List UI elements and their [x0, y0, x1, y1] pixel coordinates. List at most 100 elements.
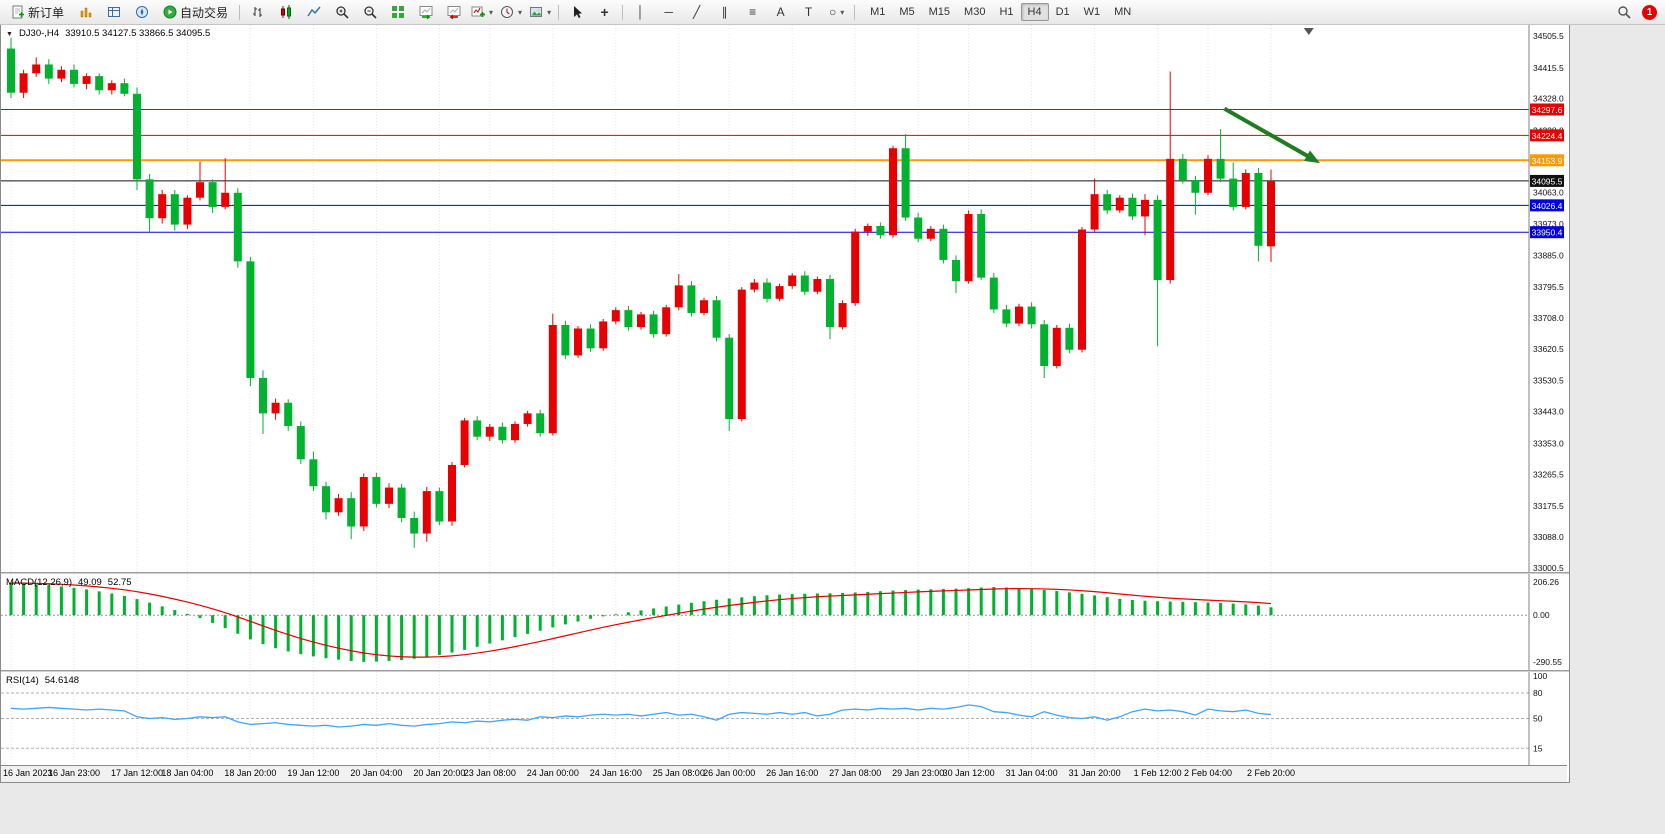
crosshair-icon: + [600, 4, 609, 20]
macd-signal-line [10, 582, 1272, 658]
chevron-down-icon: ▾ [840, 7, 845, 17]
vertical-line-button[interactable]: │ [627, 1, 654, 23]
timeframe-m5-button[interactable]: M5 [899, 6, 915, 18]
bar-chart-button[interactable] [244, 1, 271, 23]
time-axis-label: 27 Jan 08:00 [829, 768, 882, 778]
zoom-in-button[interactable] [328, 1, 355, 23]
time-axis-label: 31 Jan 04:00 [1005, 768, 1058, 778]
zoom-out-icon [363, 5, 377, 19]
navigator-button[interactable] [128, 1, 155, 23]
zoom-in-icon [335, 5, 349, 19]
templates-icon [529, 5, 543, 19]
candlestick-button[interactable] [272, 1, 299, 23]
rsi-line [10, 704, 1272, 728]
svg-text:33443.0: 33443.0 [1533, 407, 1564, 417]
tile-windows-button[interactable] [384, 1, 411, 23]
svg-text:33885.0: 33885.0 [1533, 250, 1564, 260]
time-axis-label: 24 Jan 00:00 [526, 768, 579, 778]
timeframe-m1-button[interactable]: M1 [870, 6, 886, 18]
svg-text:-290.55: -290.55 [1533, 657, 1562, 667]
svg-text:0.00: 0.00 [1533, 610, 1550, 620]
new-order-icon [11, 5, 25, 19]
timeframe-buttons: M1 M5 M15 M30 H1 H4 D1 W1 MN [863, 3, 1138, 21]
market-watch-button[interactable] [72, 1, 99, 23]
crosshair-button[interactable]: + [591, 1, 618, 23]
timeframe-mn-button[interactable]: MN [1114, 6, 1132, 18]
fibonacci-icon: ≡ [749, 5, 757, 19]
trend-arrow-annotation [1223, 106, 1321, 164]
market-watch-icon [79, 5, 93, 19]
time-axis-label: 19 Jan 12:00 [287, 768, 340, 778]
time-axis-label: 24 Jan 16:00 [589, 768, 642, 778]
pane-splitter[interactable] [1, 670, 1569, 672]
svg-text:33088.0: 33088.0 [1533, 532, 1564, 542]
chart-shift-icon [447, 5, 461, 19]
svg-text:100: 100 [1533, 672, 1547, 681]
svg-text:34224.4: 34224.4 [1532, 131, 1563, 141]
new-chart-icon [471, 5, 486, 19]
templates-button[interactable]: ▾ [526, 1, 554, 23]
new-order-button[interactable]: 新订单 [4, 1, 71, 23]
trendline-button[interactable]: ╱ [683, 1, 710, 23]
label-button[interactable]: T [795, 1, 822, 23]
autotrading-label: 自动交易 [180, 5, 229, 20]
svg-text:34153.9: 34153.9 [1532, 156, 1563, 166]
svg-text:33950.4: 33950.4 [1532, 228, 1563, 238]
time-axis[interactable]: 16 Jan 2023 16 Jan 23:00 17 Jan 12:00 18 Ja… [1, 765, 1567, 782]
svg-text:206.26: 206.26 [1533, 577, 1559, 587]
horizontal-line-button[interactable]: ─ [655, 1, 682, 23]
auto-scroll-button[interactable] [412, 1, 439, 23]
cursor-icon [570, 5, 584, 19]
candlestick-chart[interactable]: 34505.534415.534328.034238.034150.534063… [1, 25, 1567, 572]
time-axis-label: 23 Jan 08:00 [463, 768, 516, 778]
horizontal-level-lines [1, 108, 1529, 233]
line-chart-button[interactable] [300, 1, 327, 23]
svg-text:33265.5: 33265.5 [1533, 469, 1564, 479]
time-axis-label: 2 Feb 04:00 [1183, 768, 1233, 778]
timeframe-m15-button[interactable]: M15 [928, 6, 951, 18]
text-button[interactable]: A [767, 1, 794, 23]
cursor-button[interactable] [563, 1, 590, 23]
chart-window: 34505.534415.534328.034238.034150.534063… [0, 25, 1570, 783]
time-axis-label: 1 Feb 12:00 [1133, 768, 1182, 778]
zoom-out-button[interactable] [356, 1, 383, 23]
timeframe-w1-button[interactable]: W1 [1083, 6, 1101, 18]
svg-text:15: 15 [1533, 743, 1543, 753]
fibonacci-button[interactable]: ≡ [739, 1, 766, 23]
svg-text:33000.5: 33000.5 [1533, 563, 1564, 572]
svg-text:34505.5: 34505.5 [1533, 31, 1564, 41]
search-button[interactable] [1610, 1, 1637, 23]
data-window-icon [107, 5, 121, 19]
rsi-chart[interactable]: 100 80 50 15 [1, 672, 1567, 765]
pane-splitter[interactable] [1, 572, 1569, 574]
time-axis-label: 26 Jan 16:00 [766, 768, 819, 778]
svg-text:50: 50 [1533, 714, 1543, 724]
shapes-button[interactable]: ○ ▾ [823, 1, 850, 23]
svg-text:33620.5: 33620.5 [1533, 344, 1564, 354]
channel-button[interactable]: ∥ [711, 1, 738, 23]
new-chart-button[interactable]: ▾ [468, 1, 496, 23]
toolbar-separator [239, 4, 241, 20]
notification-badge[interactable]: 1 [1642, 4, 1657, 20]
autotrading-button[interactable]: 自动交易 [156, 1, 235, 23]
periods-button[interactable]: ▾ [497, 1, 525, 23]
macd-histogram [9, 583, 1273, 662]
horizontal-line-icon: ─ [664, 5, 673, 19]
timeframe-m30-button[interactable]: M30 [964, 6, 986, 18]
time-axis-label: 16 Jan 2023 [3, 768, 53, 778]
time-axis-label: 30 Jan 12:00 [942, 768, 995, 778]
periods-icon [500, 5, 514, 19]
time-axis-label: 20 Jan 04:00 [350, 768, 403, 778]
chart-shift-button[interactable] [440, 1, 467, 23]
autotrading-icon [163, 5, 177, 19]
timeframe-h1-button[interactable]: H1 [999, 6, 1014, 18]
chevron-down-icon: ▾ [489, 7, 494, 17]
svg-text:33795.5: 33795.5 [1533, 282, 1564, 292]
data-window-button[interactable] [100, 1, 127, 23]
timeframe-d1-button[interactable]: D1 [1055, 6, 1070, 18]
svg-text:34415.5: 34415.5 [1533, 63, 1564, 73]
svg-text:33175.5: 33175.5 [1533, 501, 1564, 511]
timeframe-h4-button[interactable]: H4 [1020, 3, 1049, 21]
macd-chart[interactable]: 206.26 0.00 -290.55 [1, 574, 1567, 670]
tile-windows-icon [391, 5, 405, 19]
